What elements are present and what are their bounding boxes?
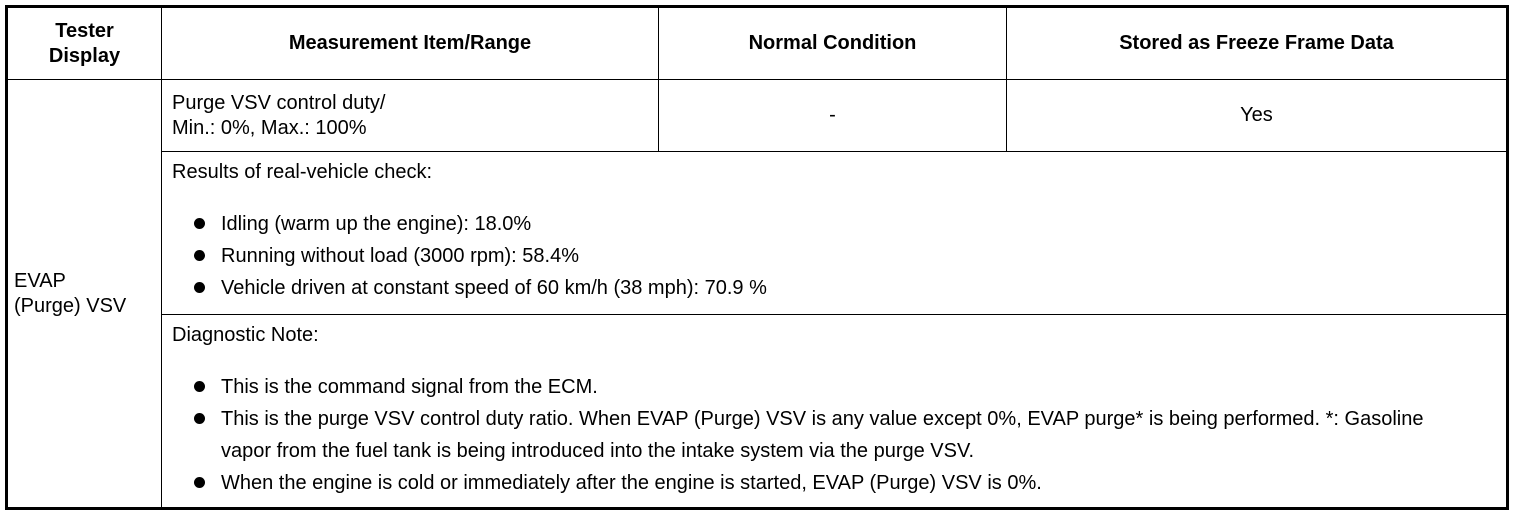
measurement-cell: Purge VSV control duty/Min.: 0%, Max.: 1… xyxy=(161,79,659,152)
header-row: Tester Display Measurement Item/Range Nor… xyxy=(6,6,1508,80)
bullet-item: When the engine is cold or immediately a… xyxy=(194,467,1476,499)
bullet-item: This is the purge VSV control duty ratio… xyxy=(194,403,1476,467)
tester-display-cell: EVAP (Purge) VSV xyxy=(6,79,162,509)
results-list: Idling (warm up the engine): 18.0% Runnin… xyxy=(172,208,1496,304)
results-cell: Results of real-vehicle check: Idling (w… xyxy=(161,151,1508,315)
header-line: Display xyxy=(48,44,121,67)
row: EVAP (Purge) VSV Purge VSV control duty/M… xyxy=(6,79,1508,509)
header-cell: Stored as Freeze Frame Data xyxy=(1006,6,1508,80)
bullet-item: Idling (warm up the engine): 18.0% xyxy=(194,208,1496,240)
note-cell: Diagnostic Note: This is the command sig… xyxy=(161,314,1508,509)
header-cell: Normal Condition xyxy=(658,6,1007,80)
header-cell: Tester Display xyxy=(6,6,162,80)
data-table: Tester Display Measurement Item/Range Nor… xyxy=(5,5,1509,510)
freeze-frame-cell: Yes xyxy=(1006,79,1508,152)
results-title: Results of real-vehicle check: xyxy=(172,161,433,183)
header-line: Tester xyxy=(55,19,114,42)
header-cell: Measurement Item/Range xyxy=(161,6,659,80)
cell-line: Min.: 0%, Max.: 100% xyxy=(172,116,367,139)
bullet-item: Vehicle driven at constant speed of 60 k… xyxy=(194,272,1496,304)
normal-condition-cell: - xyxy=(658,79,1007,152)
cell-line: Purge VSV control duty/ xyxy=(172,91,386,114)
note-title: Diagnostic Note: xyxy=(172,324,319,346)
row: Diagnostic Note: This is the command sig… xyxy=(7,314,1508,509)
row: Results of real-vehicle check: Idling (w… xyxy=(7,151,1508,315)
bullet-item: This is the command signal from the ECM. xyxy=(194,371,1476,403)
cell-line: EVAP xyxy=(14,269,66,292)
note-list: This is the command signal from the ECM.… xyxy=(172,371,1476,499)
bullet-item: Running without load (3000 rpm): 58.4% xyxy=(194,240,1496,272)
cell-line: (Purge) VSV xyxy=(14,294,127,317)
